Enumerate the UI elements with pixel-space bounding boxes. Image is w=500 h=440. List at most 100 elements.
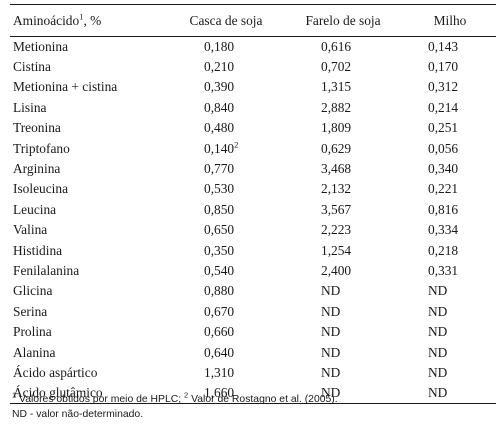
farelo-de-soja-cell: 0,616 [282, 37, 404, 57]
cell-text: 3,468 [321, 161, 352, 177]
cell-text: 2,223 [321, 222, 352, 238]
cell-text: 0,530 [204, 181, 235, 197]
cell-text: 0,660 [204, 324, 235, 340]
milho-cell: ND [404, 383, 496, 405]
aminoacid-name-cell: Ácido aspártico [13, 364, 98, 380]
casca-de-soja-cell: 0,640 [170, 342, 282, 362]
cell-text: ND [428, 385, 448, 401]
farelo-de-soja-value: ND [321, 304, 365, 320]
table-row: Glicina 0,880 ND ND [10, 281, 496, 301]
farelo-de-soja-value: 1,254 [321, 243, 365, 259]
casca-de-soja-value: 0,530 [204, 181, 248, 197]
cell-text: 0,143 [428, 38, 459, 54]
casca-de-soja-value: 0,350 [204, 243, 248, 259]
cell-text: 1,254 [321, 242, 352, 258]
table-row: Cistina 0,210 0,702 0,170 [10, 57, 496, 77]
farelo-de-soja-cell: 1,315 [282, 77, 404, 97]
cell-text: 0,880 [204, 283, 235, 299]
table-row: Serina 0,670 ND ND [10, 302, 496, 322]
aminoacid-name-cell: Histidina [13, 242, 63, 258]
farelo-de-soja-cell: 0,702 [282, 57, 404, 77]
cell-text: 0,702 [321, 59, 352, 75]
casca-de-soja-value: 0,180 [204, 39, 248, 55]
table-row: Alanina 0,640 ND ND [10, 342, 496, 362]
farelo-de-soja-value: 1,315 [321, 79, 365, 95]
milho-cell: 0,218 [404, 240, 496, 260]
milho-value: 0,214 [428, 100, 472, 116]
header-milho: Milho [404, 4, 496, 37]
cell-text: 0,180 [204, 38, 235, 54]
casca-de-soja-value: 0,480 [204, 120, 248, 136]
table-row: Metionina + cistina 0,390 1,315 0,312 [10, 77, 496, 97]
cell-text: 1,310 [204, 364, 235, 380]
header-aminoacido-label: Aminoácido [13, 12, 80, 28]
farelo-de-soja-value: 3,567 [321, 202, 365, 218]
milho-value: ND [428, 345, 472, 361]
casca-de-soja-cell: 0,840 [170, 98, 282, 118]
milho-value: 0,218 [428, 243, 472, 259]
table-row: Isoleucina 0,530 2,132 0,221 [10, 179, 496, 199]
milho-value: 0,334 [428, 222, 472, 238]
header-footnote-marker: 1 [79, 11, 84, 22]
milho-value: ND [428, 324, 472, 340]
farelo-de-soja-cell: 2,132 [282, 179, 404, 199]
cell-text: 3,567 [321, 201, 352, 217]
casca-de-soja-cell: 0,880 [170, 281, 282, 301]
casca-de-soja-cell: 0,650 [170, 220, 282, 240]
table-row: Treonina 0,480 1,809 0,251 [10, 118, 496, 138]
milho-value: ND [428, 304, 472, 320]
milho-value: 0,170 [428, 59, 472, 75]
aminoacid-name-cell: Ácido glutâmico [10, 383, 170, 405]
table-row: Lisina 0,840 2,882 0,214 [10, 98, 496, 118]
casca-de-soja-value: 0,840 [204, 100, 248, 116]
milho-value: 0,221 [428, 181, 472, 197]
cell-text: 0,840 [204, 99, 235, 115]
casca-de-soja-cell: 0,210 [170, 57, 282, 77]
farelo-de-soja-value: 2,223 [321, 222, 365, 238]
cell-text: 0,670 [204, 303, 235, 319]
cell-text: 0,616 [321, 38, 352, 54]
milho-cell: ND [404, 363, 496, 383]
farelo-de-soja-cell: 0,629 [282, 138, 404, 158]
cell-text: 0,650 [204, 222, 235, 238]
table-body: Metionina 0,180 0,616 0,143 Cistina 0,210 0,70… [10, 37, 496, 405]
casca-de-soja-value: 0,390 [204, 79, 248, 95]
milho-cell: 0,312 [404, 77, 496, 97]
casca-de-soja-cell: 0,540 [170, 261, 282, 281]
milho-cell: 0,340 [404, 159, 496, 179]
cell-text: 0,850 [204, 201, 235, 217]
farelo-de-soja-value: 2,400 [321, 263, 365, 279]
cell-text: 0,056 [428, 140, 459, 156]
casca-de-soja-value: 0,660 [204, 324, 248, 340]
aminoacid-name-cell: Lisina [13, 99, 47, 115]
casca-de-soja-cell: 0,390 [170, 77, 282, 97]
casca-de-soja-value: 1,660 [204, 385, 248, 401]
farelo-de-soja-value: 2,132 [321, 181, 365, 197]
milho-cell: 0,331 [404, 261, 496, 281]
cell-text: 0,170 [428, 59, 459, 75]
farelo-de-soja-cell: ND [282, 363, 404, 383]
aminoacid-name-cell: Arginina [13, 161, 61, 177]
casca-de-soja-value: 0,880 [204, 283, 248, 299]
cell-text: ND [321, 344, 341, 360]
table-row: Triptofano 0,1402 0,629 0,056 [10, 138, 496, 158]
farelo-de-soja-value: ND [321, 345, 365, 361]
milho-cell: ND [404, 322, 496, 342]
table-row: Metionina 0,180 0,616 0,143 [10, 37, 496, 57]
cell-text: 0,334 [428, 222, 459, 238]
cell-text: 0,640 [204, 344, 235, 360]
cell-text: 0,816 [428, 201, 459, 217]
casca-de-soja-cell: 0,480 [170, 118, 282, 138]
cell-text: ND [321, 324, 341, 340]
table-header-row: Aminoácido1, % Casca de soja Farelo de s… [10, 4, 496, 37]
aminoacid-name-cell: Serina [13, 303, 48, 319]
milho-cell: 0,334 [404, 220, 496, 240]
milho-value: ND [428, 365, 472, 381]
cell-text: 2,132 [321, 181, 352, 197]
casca-de-soja-value: 1,310 [204, 365, 248, 381]
aminoacid-name-cell: Metionina [13, 38, 69, 54]
cell-text: 2,882 [321, 99, 352, 115]
aminoacid-name-cell: Triptofano [13, 140, 70, 156]
milho-cell: ND [404, 281, 496, 301]
